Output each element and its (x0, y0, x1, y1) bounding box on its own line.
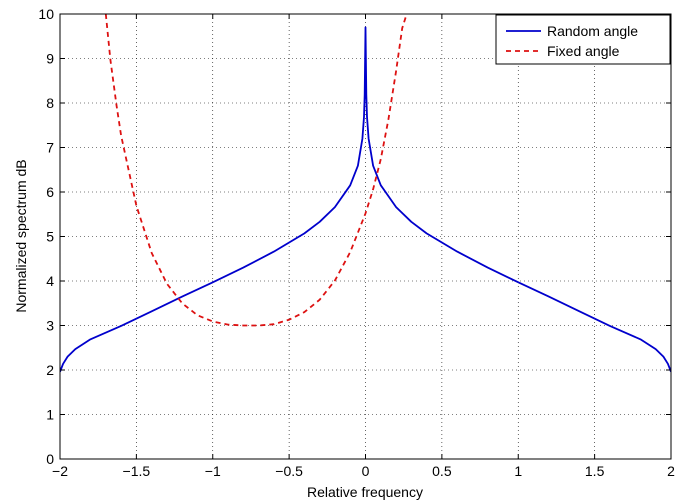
y-tick-label: 9 (46, 51, 54, 67)
legend-label-fixed-angle: Fixed angle (547, 43, 620, 59)
y-tick-label: 6 (46, 184, 54, 200)
x-tick-label: −0.5 (275, 463, 303, 479)
y-tick-label: 0 (46, 451, 54, 467)
random-angle-series-line (60, 26, 671, 373)
x-tick-labels: −2 −1.5 −1 −0.5 0 0.5 1 1.5 2 (52, 463, 675, 479)
x-tick-label: 2 (667, 463, 675, 479)
y-tick-label: 3 (46, 318, 54, 334)
x-tick-label: −1.5 (123, 463, 151, 479)
y-tick-label: 5 (46, 229, 54, 245)
y-tick-label: 1 (46, 407, 54, 423)
ticks (59, 13, 672, 460)
x-tick-label: 0 (362, 463, 370, 479)
y-axis-label: Normalized spectrum dB (13, 159, 29, 312)
x-tick-label: −1 (205, 463, 221, 479)
legend-label-random-angle: Random angle (547, 23, 638, 39)
fixed-angle-series-line (104, 14, 408, 327)
y-tick-label: 4 (46, 273, 54, 289)
x-tick-label: 0.5 (432, 463, 452, 479)
series-layer (60, 14, 671, 373)
y-tick-label: 7 (46, 140, 54, 156)
x-tick-label: 1.5 (585, 463, 605, 479)
y-tick-labels: 0 1 2 3 4 5 6 7 8 9 10 (38, 6, 54, 467)
legend: Random angle Fixed angle (495, 14, 671, 65)
x-axis-label: Relative frequency (307, 484, 423, 500)
y-tick-label: 8 (46, 95, 54, 111)
y-tick-label: 10 (38, 6, 54, 22)
x-tick-label: −2 (52, 463, 68, 479)
legend-box (495, 14, 671, 65)
y-tick-label: 2 (46, 362, 54, 378)
x-tick-label: 1 (514, 463, 522, 479)
